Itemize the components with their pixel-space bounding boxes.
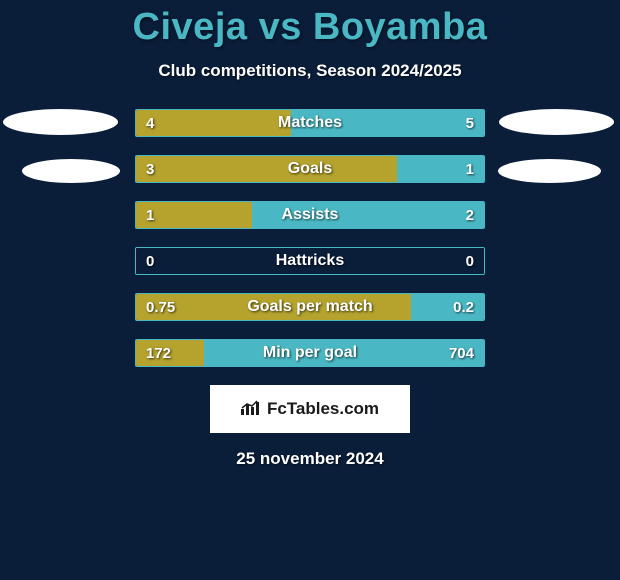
bar-left-value: 172 — [146, 340, 171, 366]
comparison-stage: 45Matches31Goals12Assists00Hattricks0.75… — [0, 109, 620, 367]
subtitle: Club competitions, Season 2024/2025 — [0, 61, 620, 81]
page-title: Civeja vs Boyamba — [0, 0, 620, 49]
branding-text: FcTables.com — [267, 399, 379, 419]
stat-bar: 00Hattricks — [135, 247, 485, 275]
stat-bar: 172704Min per goal — [135, 339, 485, 367]
bar-right-value: 2 — [466, 202, 474, 228]
bar-left-value: 1 — [146, 202, 154, 228]
bar-right-value: 704 — [449, 340, 474, 366]
decorative-ellipse — [22, 159, 120, 183]
date-label: 25 november 2024 — [0, 449, 620, 469]
bar-left-value: 0.75 — [146, 294, 175, 320]
bar-left-value: 0 — [146, 248, 154, 274]
decorative-ellipse — [498, 159, 601, 183]
bar-right-value: 1 — [466, 156, 474, 182]
bar-left-fill — [136, 156, 397, 182]
decorative-ellipse — [3, 109, 118, 135]
bar-right-fill — [252, 202, 484, 228]
bar-right-value: 5 — [466, 110, 474, 136]
stat-bar: 45Matches — [135, 109, 485, 137]
stat-bar: 0.750.2Goals per match — [135, 293, 485, 321]
branding-badge: FcTables.com — [210, 385, 410, 433]
bar-left-fill — [136, 294, 411, 320]
stat-bar: 12Assists — [135, 201, 485, 229]
bar-left-fill — [136, 110, 291, 136]
bar-right-fill — [291, 110, 484, 136]
bar-left-value: 4 — [146, 110, 154, 136]
chart-icon — [241, 399, 261, 420]
stat-bar: 31Goals — [135, 155, 485, 183]
bar-right-value: 0 — [466, 248, 474, 274]
bar-left-value: 3 — [146, 156, 154, 182]
bars-container: 45Matches31Goals12Assists00Hattricks0.75… — [135, 109, 485, 367]
decorative-ellipse — [499, 109, 614, 135]
bar-right-fill — [204, 340, 484, 366]
bar-right-value: 0.2 — [453, 294, 474, 320]
